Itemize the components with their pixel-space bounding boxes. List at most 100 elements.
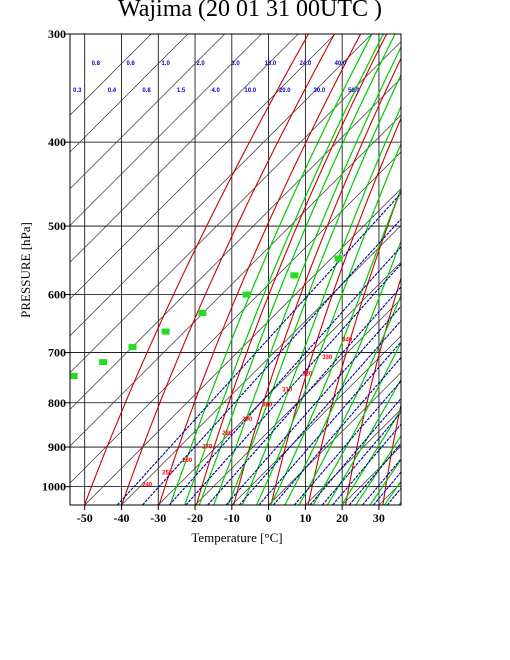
moist-adiabat-label-marker	[334, 255, 343, 262]
mixing-ratio-line	[386, 487, 401, 505]
moist-adiabat-label-marker	[99, 359, 108, 366]
mixing-ratio-line	[332, 423, 401, 505]
x-tick-label: -50	[77, 511, 93, 525]
dry-adiabat-label: 320	[302, 371, 313, 377]
mixing-ratio-line	[405, 34, 510, 505]
mixing-ratio-label: 0.8	[92, 61, 101, 67]
moist-adiabat-label-marker	[161, 328, 170, 335]
mixing-ratio-label: 4.0	[211, 88, 220, 94]
y-tick-label: 400	[48, 135, 66, 149]
moist-adiabat-line	[398, 501, 401, 505]
x-tick-label: -10	[224, 511, 240, 525]
mixing-ratio-line	[168, 245, 401, 505]
isotherm-line	[70, 34, 336, 300]
mixing-ratio-label: 0.4	[108, 88, 117, 94]
dry-adiabat-label: 270	[202, 445, 213, 451]
dry-adiabat-label: 260	[182, 458, 193, 464]
mixing-ratio-line	[321, 411, 401, 505]
mixing-ratio-line	[185, 263, 401, 505]
x-tick-label: 30	[373, 511, 385, 525]
plot-area: 0.8 0.6 1.0 2.0 3.0 16.0 24.0 40.0 0.3 0.4 0.8 1.5 4…	[70, 34, 510, 505]
y-tick-label: 800	[48, 396, 66, 410]
isotherm-line	[70, 41, 401, 374]
isotherm-line	[231, 335, 401, 505]
dry-adiabat-line	[457, 34, 510, 505]
isotherm-line	[194, 298, 401, 505]
isotherm-line	[305, 408, 401, 505]
moist-adiabat-line	[369, 458, 401, 505]
moist-adiabat-line	[184, 34, 384, 505]
dry-adiabat-label: 300	[262, 403, 273, 409]
moist-adiabat-label-marker	[198, 309, 207, 316]
isotherm-line	[121, 225, 401, 505]
mixing-ratio-line	[116, 192, 401, 505]
isotherm-line	[70, 34, 262, 226]
mixing-ratio-label: 2.0	[196, 61, 205, 67]
y-tick-label: 500	[48, 219, 66, 233]
y-tick-label: 900	[48, 440, 66, 454]
dry-adiabat-label: 240	[142, 483, 153, 489]
isotherm-line	[70, 34, 225, 190]
mixing-ratio-label: 24.0	[300, 61, 312, 67]
dry-adiabat-label: 250	[162, 470, 173, 476]
moist-adiabat-label-marker	[242, 291, 251, 298]
dry-adiabat-line	[420, 34, 510, 505]
moist-adiabat-line	[355, 434, 401, 505]
mixing-ratio-label: 16.0	[265, 61, 277, 67]
mixing-ratio-line	[207, 286, 401, 505]
moist-adiabat-label-marker	[290, 272, 299, 279]
moist-adiabat-line	[227, 73, 401, 505]
y-axis-title: PRESSURE [hPa]	[18, 222, 33, 318]
mixing-ratio-label: 0.8	[142, 88, 151, 94]
dry-adiabat-line	[495, 34, 510, 505]
y-tick-label: 600	[48, 288, 66, 302]
x-tick-label: 0	[266, 511, 272, 525]
x-tick-label: 10	[299, 511, 311, 525]
mixing-ratio-label: 40.0	[334, 61, 346, 67]
x-axis-title: Temperature [°C]	[191, 530, 282, 545]
isotherm-line	[158, 261, 401, 505]
moist-adiabat-line	[298, 294, 401, 505]
isotherm-line	[70, 34, 152, 116]
mixing-ratio-label: 30.0	[314, 88, 326, 94]
mixing-ratio-label: 1.5	[177, 88, 186, 94]
moist-adiabat-line	[241, 105, 401, 505]
dry-adiabat-label: 310	[282, 387, 293, 393]
x-tick-label: -20	[187, 511, 203, 525]
moist-adiabat-line	[413, 34, 510, 505]
mixing-ratio-line	[225, 305, 401, 505]
isotherm-line	[70, 151, 401, 484]
mixing-ratio-label: 10.0	[244, 88, 256, 94]
moist-adiabat-line	[312, 340, 401, 505]
mixing-ratio-line	[272, 356, 401, 505]
moist-adiabat-line	[169, 34, 373, 505]
isotherm-line	[453, 34, 510, 505]
dry-adiabat-line	[345, 276, 401, 505]
isotherm-line	[70, 34, 299, 263]
axes: -50 -40 -30 -20 -10 0 10 20 30 300 400 500 600 700 800…	[42, 27, 385, 525]
moist-adiabat-label-marker	[128, 344, 137, 351]
dry-adiabat-line	[158, 34, 362, 505]
moist-adiabat-line	[341, 408, 401, 505]
y-tick-label: 300	[48, 27, 66, 41]
y-tick-label: 700	[48, 346, 66, 360]
mixing-ratio-line	[309, 397, 401, 505]
mixing-ratio-label: 3.0	[231, 61, 240, 67]
moist-adiabat-label-marker	[70, 372, 78, 379]
isotherm-line	[70, 77, 401, 410]
dry-adiabat-line	[307, 187, 401, 505]
plot-frame	[69, 33, 402, 506]
moist-adiabat-line	[270, 187, 401, 505]
mixing-ratio-label: 50.0	[348, 88, 360, 94]
dry-adiabat-label: 330	[322, 355, 333, 361]
dry-adiabat-label: 290	[242, 417, 253, 423]
dry-adiabat-label: 340	[342, 338, 353, 344]
isotherm-line	[70, 114, 401, 447]
isotherm-line	[416, 34, 510, 505]
moist-adiabat-line	[198, 34, 396, 505]
isotherm-line	[341, 445, 401, 505]
mixing-ratio-line	[293, 380, 401, 505]
mixing-ratio-line	[258, 341, 401, 505]
dry-adiabat-label: 280	[222, 431, 233, 437]
